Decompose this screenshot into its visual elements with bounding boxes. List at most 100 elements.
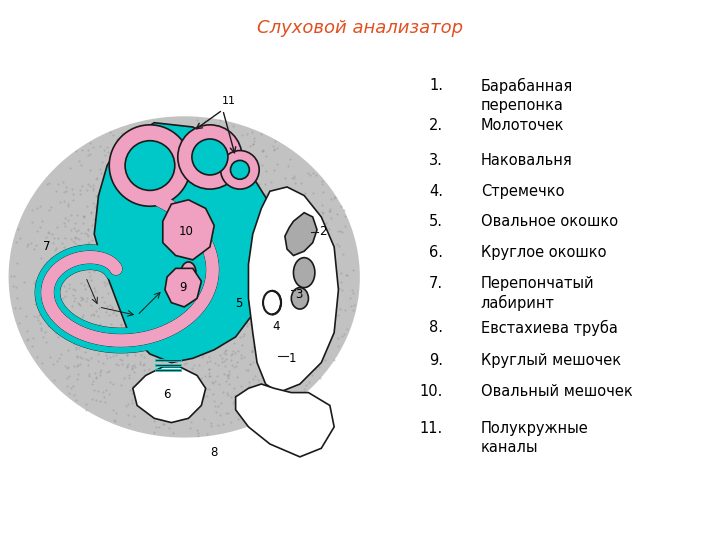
Point bbox=[87, 262, 99, 271]
Point bbox=[86, 236, 98, 245]
Point bbox=[161, 342, 172, 351]
Point bbox=[160, 348, 171, 356]
Point bbox=[207, 390, 219, 399]
Point bbox=[181, 314, 193, 323]
Point bbox=[68, 291, 79, 299]
Ellipse shape bbox=[181, 262, 196, 284]
Point bbox=[82, 361, 94, 369]
Point bbox=[151, 392, 163, 401]
Polygon shape bbox=[165, 268, 202, 307]
Point bbox=[225, 282, 237, 291]
Point bbox=[208, 396, 220, 405]
Point bbox=[147, 169, 158, 178]
Point bbox=[67, 237, 78, 246]
Point bbox=[172, 179, 184, 188]
Point bbox=[168, 205, 179, 213]
Point bbox=[150, 364, 162, 373]
Point bbox=[282, 354, 293, 362]
Point bbox=[167, 396, 179, 404]
Point bbox=[102, 197, 113, 205]
Point bbox=[202, 333, 214, 341]
Point bbox=[241, 394, 253, 402]
Point bbox=[265, 268, 276, 276]
Point bbox=[289, 173, 300, 182]
Point bbox=[123, 138, 135, 146]
Point bbox=[142, 330, 153, 339]
Point bbox=[223, 208, 235, 217]
Point bbox=[305, 171, 316, 180]
Point bbox=[208, 271, 220, 279]
Point bbox=[204, 278, 216, 286]
Point bbox=[271, 239, 283, 247]
Point bbox=[225, 190, 236, 199]
Point bbox=[256, 332, 268, 340]
Point bbox=[121, 347, 132, 356]
Text: Евстахиева труба: Евстахиева труба bbox=[481, 320, 618, 336]
Point bbox=[139, 280, 150, 288]
Circle shape bbox=[220, 151, 259, 189]
Point bbox=[207, 150, 219, 159]
Point bbox=[253, 192, 265, 201]
Point bbox=[61, 381, 73, 390]
Point bbox=[195, 239, 207, 248]
Text: 7.: 7. bbox=[429, 275, 443, 291]
Point bbox=[90, 373, 102, 381]
Point bbox=[63, 284, 75, 292]
Point bbox=[246, 181, 258, 190]
Point bbox=[30, 277, 41, 286]
Point bbox=[158, 165, 170, 173]
Point bbox=[217, 210, 228, 218]
Point bbox=[237, 287, 248, 295]
Point bbox=[101, 386, 112, 394]
Point bbox=[229, 249, 240, 258]
Point bbox=[51, 223, 63, 232]
Point bbox=[230, 301, 241, 309]
Point bbox=[145, 197, 156, 206]
Point bbox=[118, 251, 130, 260]
Point bbox=[143, 156, 155, 164]
Point bbox=[91, 173, 102, 182]
Point bbox=[129, 187, 140, 195]
Point bbox=[337, 250, 348, 259]
Point bbox=[187, 400, 199, 408]
Point bbox=[215, 259, 226, 268]
Point bbox=[104, 259, 116, 268]
Point bbox=[312, 307, 324, 315]
Point bbox=[145, 234, 156, 242]
Point bbox=[141, 218, 153, 227]
Point bbox=[236, 221, 248, 230]
Point bbox=[179, 265, 191, 274]
Point bbox=[238, 164, 249, 172]
Point bbox=[127, 158, 138, 166]
Point bbox=[12, 225, 24, 233]
Point bbox=[140, 156, 151, 164]
Point bbox=[138, 292, 149, 301]
Point bbox=[164, 373, 176, 381]
Point bbox=[161, 399, 172, 408]
Point bbox=[194, 320, 206, 329]
Point bbox=[176, 384, 187, 393]
Point bbox=[135, 309, 146, 318]
Point bbox=[209, 235, 220, 244]
Point bbox=[194, 361, 205, 369]
Point bbox=[76, 354, 87, 362]
Point bbox=[239, 276, 251, 285]
Point bbox=[230, 281, 241, 289]
Point bbox=[184, 124, 196, 133]
Point bbox=[208, 340, 220, 349]
Point bbox=[184, 264, 196, 273]
Point bbox=[196, 328, 207, 337]
Point bbox=[139, 249, 150, 258]
Point bbox=[135, 156, 146, 164]
Point bbox=[165, 205, 176, 213]
Point bbox=[312, 299, 323, 308]
Point bbox=[288, 172, 300, 180]
Point bbox=[185, 317, 197, 326]
Point bbox=[284, 184, 295, 192]
Point bbox=[141, 312, 153, 320]
Point bbox=[76, 261, 88, 270]
Point bbox=[304, 364, 315, 373]
Point bbox=[136, 146, 148, 155]
Point bbox=[59, 197, 71, 206]
Point bbox=[74, 185, 86, 194]
